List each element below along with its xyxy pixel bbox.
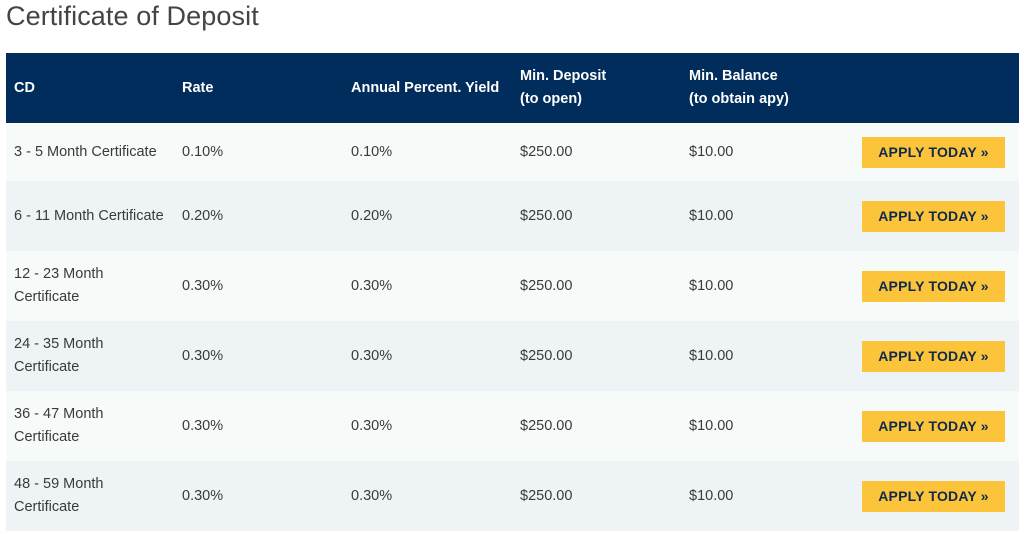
cell-rate: 0.30% <box>182 487 224 504</box>
cell-min-deposit: $250.00 <box>520 207 573 224</box>
apply-today-button[interactable]: APPLY TODAY » <box>862 136 1005 168</box>
table-row: 6 - 11 Month Certificate 0.20% 0.20% $25… <box>6 181 1019 251</box>
cell-rate: 0.30% <box>182 417 224 434</box>
cell-min-deposit: $250.00 <box>520 143 573 160</box>
header-min-balance-label: Min. Balance <box>689 68 778 84</box>
cell-rate: 0.30% <box>182 347 224 364</box>
cell-min-balance: $10.00 <box>689 487 734 504</box>
table-row: 24 - 35 Month Certificate 0.30% 0.30% $2… <box>6 321 1019 391</box>
header-action <box>850 53 1019 123</box>
cell-rate: 0.20% <box>182 207 224 224</box>
table-body: 3 - 5 Month Certificate 0.10% 0.10% $250… <box>6 123 1019 531</box>
cd-rates-table: CD Rate Annual Percent. Yield Min. Depos… <box>6 53 1019 531</box>
cell-min-deposit: $250.00 <box>520 487 573 504</box>
cell-apy: 0.20% <box>351 207 393 224</box>
apply-today-button[interactable]: APPLY TODAY » <box>862 270 1005 302</box>
cell-action: APPLY TODAY » <box>850 461 1019 531</box>
cell-apy: 0.30% <box>351 347 393 364</box>
cell-min-deposit: $250.00 <box>520 277 573 294</box>
apply-today-button[interactable]: APPLY TODAY » <box>862 410 1005 442</box>
header-min-deposit-label: Min. Deposit <box>520 68 607 84</box>
cell-action: APPLY TODAY » <box>850 251 1019 321</box>
cell-action: APPLY TODAY » <box>850 321 1019 391</box>
cell-min-balance: $10.00 <box>689 347 734 364</box>
cell-min-balance: $10.00 <box>689 417 734 434</box>
cell-min-deposit: $250.00 <box>520 417 573 434</box>
cell-action: APPLY TODAY » <box>850 391 1019 461</box>
cell-apy: 0.30% <box>351 277 393 294</box>
cell-rate: 0.30% <box>182 277 224 294</box>
apply-today-button[interactable]: APPLY TODAY » <box>862 340 1005 372</box>
cell-min-balance: $10.00 <box>689 207 734 224</box>
cell-apy: 0.30% <box>351 487 393 504</box>
table-header: CD Rate Annual Percent. Yield Min. Depos… <box>6 53 1019 123</box>
table-row: 3 - 5 Month Certificate 0.10% 0.10% $250… <box>6 123 1019 181</box>
cell-min-balance: $10.00 <box>689 277 734 294</box>
cell-cd: 36 - 47 Month Certificate <box>14 406 104 445</box>
header-min-deposit: Min. Deposit (to open) <box>512 53 681 123</box>
header-min-deposit-note: (to open) <box>520 91 583 107</box>
apply-today-button[interactable]: APPLY TODAY » <box>862 480 1005 512</box>
header-rate: Rate <box>174 53 343 123</box>
cell-action: APPLY TODAY » <box>850 123 1019 181</box>
header-min-balance: Min. Balance (to obtain apy) <box>681 53 850 123</box>
table-row: 48 - 59 Month Certificate 0.30% 0.30% $2… <box>6 461 1019 531</box>
cell-cd: 48 - 59 Month Certificate <box>14 476 104 515</box>
apply-today-button[interactable]: APPLY TODAY » <box>862 200 1005 232</box>
cell-cd: 6 - 11 Month Certificate <box>14 207 164 224</box>
page-title: Certificate of Deposit <box>6 1 259 31</box>
cell-min-deposit: $250.00 <box>520 347 573 364</box>
cell-rate: 0.10% <box>182 143 224 160</box>
cell-cd: 12 - 23 Month Certificate <box>14 266 104 305</box>
table-row: 12 - 23 Month Certificate 0.30% 0.30% $2… <box>6 251 1019 321</box>
header-cd: CD <box>6 53 174 123</box>
header-min-balance-note: (to obtain apy) <box>689 91 789 107</box>
table-row: 36 - 47 Month Certificate 0.30% 0.30% $2… <box>6 391 1019 461</box>
cell-apy: 0.10% <box>351 143 393 160</box>
cell-min-balance: $10.00 <box>689 143 734 160</box>
cell-cd: 3 - 5 Month Certificate <box>14 143 157 160</box>
header-apy: Annual Percent. Yield <box>343 53 512 123</box>
cell-cd: 24 - 35 Month Certificate <box>14 336 104 375</box>
cell-apy: 0.30% <box>351 417 393 434</box>
cell-action: APPLY TODAY » <box>850 181 1019 251</box>
